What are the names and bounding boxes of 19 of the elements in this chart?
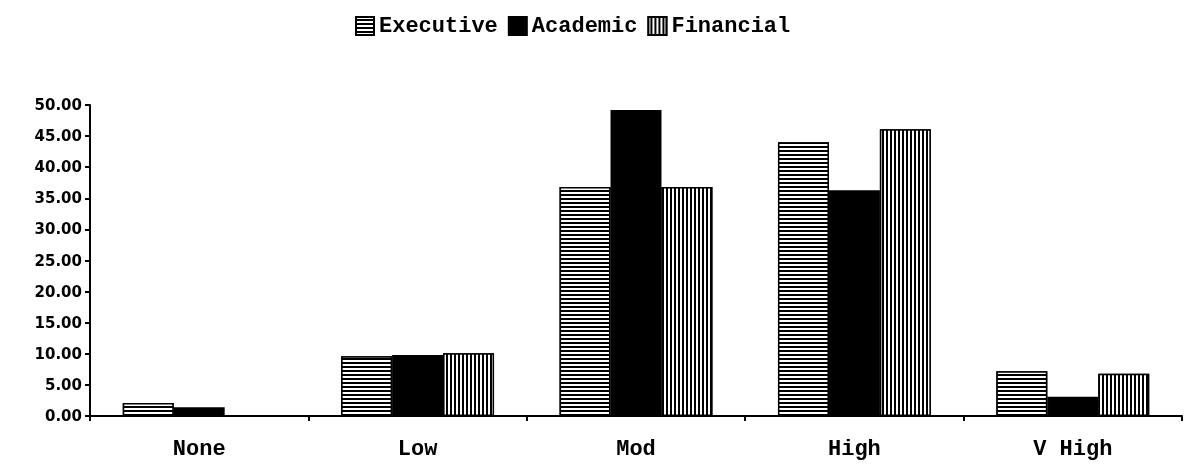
y-tick-label: 20.00	[34, 282, 82, 301]
legend-label: Financial	[671, 13, 791, 39]
x-tick-label: None	[172, 436, 226, 462]
y-tick-label: 15.00	[34, 313, 82, 332]
x-tick-label: High	[827, 436, 881, 462]
y-tick-label: 5.00	[44, 375, 82, 394]
y-tick-label: 40.00	[34, 158, 82, 177]
y-tick-label: 35.00	[34, 189, 82, 208]
x-tick-label: V High	[1033, 436, 1113, 462]
x-tick-label: Mod	[616, 436, 656, 462]
y-tick-label: 0.00	[44, 407, 82, 425]
y-tick-label: 50.00	[34, 96, 82, 114]
y-tick-label: 25.00	[34, 251, 82, 270]
legend-label: Executive	[379, 13, 498, 39]
x-tick-label: Low	[397, 436, 439, 462]
legend-label: Academic	[531, 13, 638, 39]
y-tick-label: 45.00	[34, 127, 82, 146]
y-tick-label: 30.00	[34, 220, 82, 239]
y-tick-label: 10.00	[34, 344, 82, 363]
